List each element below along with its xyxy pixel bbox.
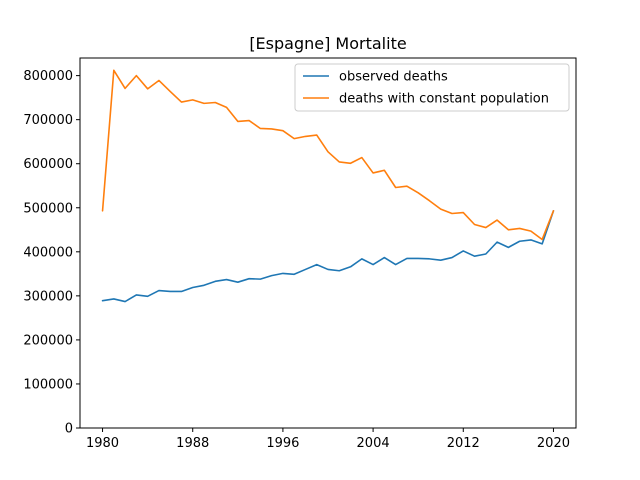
series-layer	[101, 69, 555, 303]
x-tick-label: 1980	[86, 436, 119, 451]
chart-title: [Espagne] Mortalite	[249, 34, 406, 53]
y-tick-label: 400000	[23, 245, 73, 260]
y-tick-label: 0	[65, 422, 73, 437]
y-tick-label: 700000	[23, 113, 73, 128]
legend-box	[294, 63, 570, 112]
x-tick-label: 2004	[357, 436, 390, 451]
x-tick-label: 2012	[447, 436, 480, 451]
series-line-1	[101, 210, 555, 303]
y-tick-label: 500000	[23, 201, 73, 216]
x-axis: 1980 1988 1996 2004 2012 2020	[86, 428, 570, 451]
legend-label-2: deaths with constant population	[339, 92, 549, 107]
legend: observed deaths deaths with constant popu…	[294, 63, 570, 112]
y-tick-label: 800000	[23, 69, 73, 84]
x-tick-label: 1996	[266, 436, 299, 451]
legend-label-1: observed deaths	[339, 70, 448, 85]
y-tick-label: 300000	[23, 289, 73, 304]
x-tick-label: 1988	[176, 436, 209, 451]
y-axis: 0 100000 200000 300000 400000 500000 600000 700…	[23, 69, 80, 437]
y-tick-label: 600000	[23, 157, 73, 172]
y-tick-label: 100000	[23, 377, 73, 392]
y-tick-label: 200000	[23, 333, 73, 348]
x-tick-label: 2020	[537, 436, 570, 451]
series-line-2	[101, 69, 555, 241]
plot-frame	[79, 57, 577, 429]
